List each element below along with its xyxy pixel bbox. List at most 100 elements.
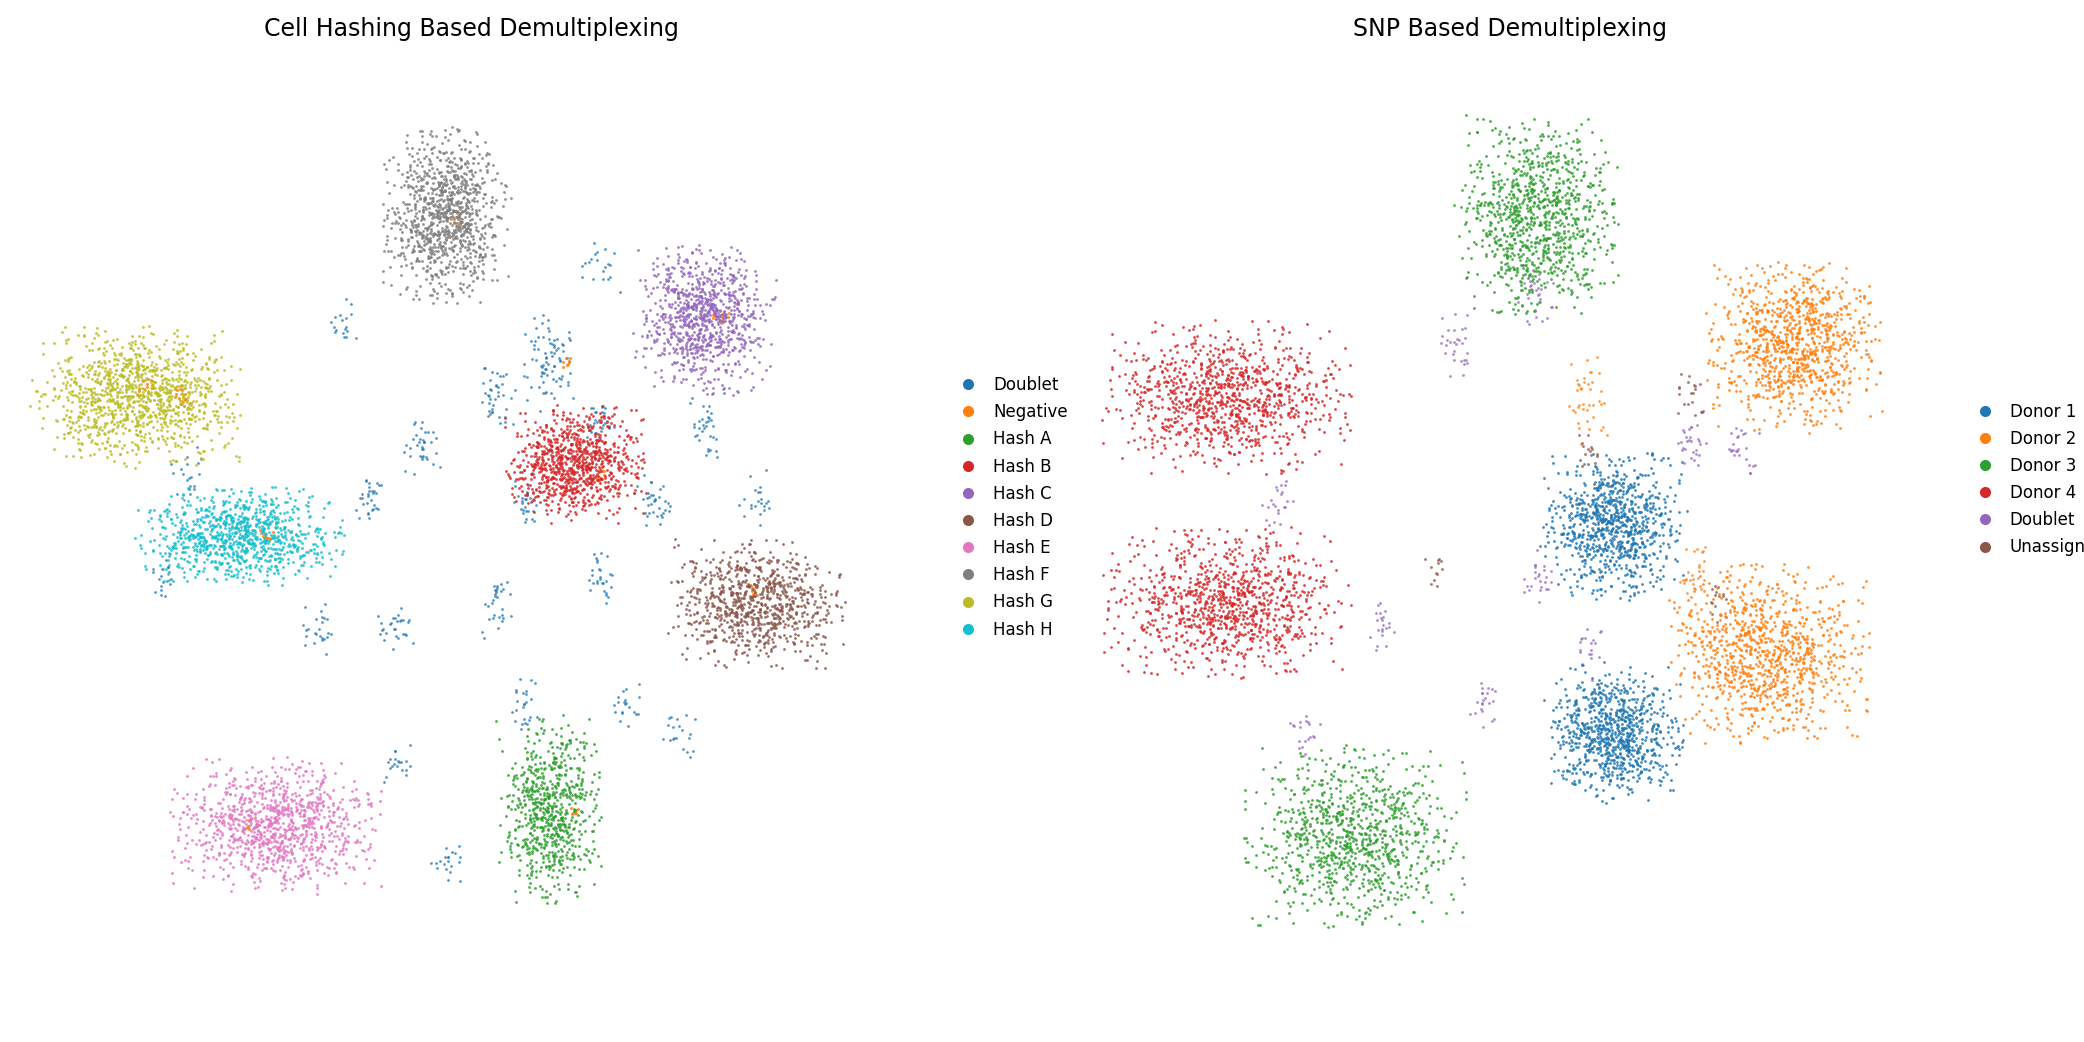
Point: [235, 867, 269, 884]
Point: [1578, 702, 1611, 719]
Point: [1719, 663, 1753, 679]
Point: [542, 827, 575, 844]
Point: [579, 438, 613, 454]
Point: [1365, 839, 1398, 855]
Point: [227, 809, 260, 825]
Point: [694, 428, 727, 445]
Point: [1480, 235, 1513, 252]
Point: [525, 422, 559, 439]
Point: [1701, 666, 1734, 683]
Point: [54, 402, 88, 419]
Point: [467, 265, 500, 281]
Point: [681, 330, 715, 347]
Point: [75, 359, 108, 376]
Point: [1165, 549, 1198, 566]
Point: [150, 538, 183, 554]
Point: [269, 872, 302, 889]
Point: [1538, 505, 1571, 522]
Point: [715, 342, 748, 358]
Point: [1603, 540, 1636, 556]
Point: [667, 303, 700, 320]
Point: [1780, 334, 1813, 351]
Point: [81, 424, 115, 441]
Point: [1646, 769, 1680, 786]
Point: [1100, 401, 1134, 418]
Point: [423, 175, 456, 192]
Point: [671, 297, 704, 314]
Point: [215, 548, 248, 565]
Point: [567, 444, 600, 461]
Point: [686, 309, 719, 326]
Point: [1621, 773, 1655, 790]
Point: [1413, 787, 1446, 803]
Point: [1782, 639, 1815, 655]
Point: [246, 498, 279, 515]
Point: [646, 311, 679, 327]
Point: [527, 473, 561, 490]
Point: [1323, 834, 1357, 850]
Point: [729, 637, 763, 653]
Point: [1125, 384, 1159, 401]
Point: [1588, 555, 1621, 572]
Point: [673, 361, 706, 377]
Point: [1757, 644, 1790, 661]
Point: [1646, 526, 1680, 543]
Point: [1163, 611, 1196, 627]
Point: [1207, 376, 1240, 393]
Point: [1521, 197, 1555, 214]
Point: [1728, 372, 1761, 389]
Point: [536, 406, 569, 423]
Point: [146, 518, 179, 535]
Point: [258, 844, 292, 861]
Point: [1298, 618, 1332, 635]
Point: [546, 469, 579, 486]
Point: [458, 204, 492, 221]
Point: [1771, 566, 1805, 582]
Point: [1824, 311, 1857, 327]
Point: [584, 859, 617, 875]
Point: [275, 500, 308, 517]
Point: [706, 632, 740, 649]
Point: [1592, 745, 1626, 762]
Point: [194, 767, 227, 784]
Point: [1803, 334, 1836, 351]
Point: [1609, 737, 1642, 753]
Point: [1217, 611, 1250, 627]
Point: [1286, 454, 1319, 471]
Point: [744, 517, 777, 534]
Point: [690, 312, 723, 328]
Point: [1113, 552, 1146, 569]
Point: [544, 822, 577, 839]
Point: [1561, 458, 1594, 475]
Point: [1707, 684, 1740, 700]
Point: [1344, 769, 1378, 786]
Point: [1334, 813, 1367, 829]
Point: [677, 614, 711, 630]
Point: [771, 617, 804, 634]
Point: [1753, 664, 1786, 680]
Point: [534, 344, 567, 361]
Point: [265, 833, 298, 849]
Point: [1573, 443, 1607, 460]
Point: [534, 471, 567, 488]
Point: [1465, 231, 1498, 248]
Point: [1248, 597, 1282, 614]
Point: [1557, 228, 1590, 245]
Point: [1546, 733, 1580, 749]
Point: [1513, 252, 1546, 269]
Point: [1494, 237, 1528, 253]
Point: [1159, 616, 1192, 632]
Point: [667, 252, 700, 269]
Point: [200, 530, 233, 547]
Point: [1717, 658, 1751, 674]
Point: [1580, 446, 1613, 463]
Point: [544, 796, 577, 813]
Point: [538, 851, 571, 868]
Point: [1177, 575, 1211, 592]
Point: [1357, 835, 1390, 851]
Point: [1186, 637, 1219, 653]
Point: [381, 215, 415, 231]
Point: [223, 554, 256, 571]
Point: [179, 547, 213, 564]
Point: [1196, 618, 1230, 635]
